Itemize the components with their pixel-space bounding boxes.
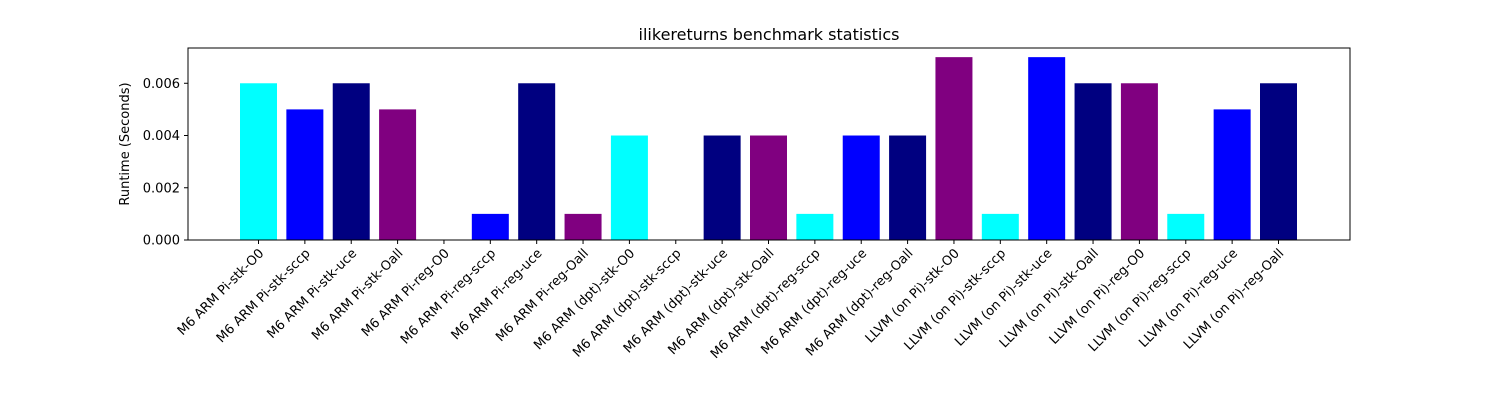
plot-area-frame — [187, 47, 1351, 241]
y-tick-label-3: 0.006 — [143, 77, 180, 92]
y-tick-label-2: 0.004 — [143, 129, 180, 144]
bar-5 — [471, 213, 509, 240]
bar-0 — [240, 83, 277, 241]
bar-22 — [1260, 83, 1297, 241]
bar-8 — [610, 135, 648, 240]
y-axis-ticks: 0.000 0.002 0.004 0.006 — [143, 77, 188, 249]
bar-6 — [518, 83, 556, 241]
bar-12 — [796, 213, 834, 240]
y-tick-label-0: 0.000 — [143, 234, 180, 249]
bar-15 — [935, 57, 973, 240]
bar-13 — [842, 135, 880, 240]
bar-16 — [981, 213, 1019, 240]
bar-17 — [1028, 57, 1066, 240]
chart-title: ilikereturns benchmark statistics — [639, 25, 900, 44]
bar-11 — [750, 135, 787, 240]
bar-18 — [1074, 83, 1112, 241]
x-tick-label-6: M6 ARM Pi-reg-uce — [449, 246, 546, 343]
bar-21 — [1213, 109, 1251, 240]
bar-10 — [703, 135, 741, 240]
bar-2 — [332, 83, 370, 241]
x-tick-label-2: M6 ARM Pi-stk-uce — [264, 246, 360, 342]
bar-7 — [564, 213, 602, 240]
y-tick-label-1: 0.002 — [143, 181, 180, 196]
bar-20 — [1167, 213, 1205, 240]
bar-19 — [1120, 83, 1158, 241]
x-tick-label-3: M6 ARM Pi-stk-Oall — [309, 246, 406, 343]
x-tick-label-4: M6 ARM Pi-reg-O0 — [359, 246, 453, 340]
x-tick-label-0: M6 ARM Pi-stk-O0 — [175, 246, 267, 338]
bar-3 — [379, 109, 417, 240]
bars-group — [240, 57, 1297, 241]
bar-14 — [889, 135, 927, 240]
bar-1 — [286, 109, 324, 240]
y-axis-label: Runtime (Seconds) — [118, 82, 133, 205]
